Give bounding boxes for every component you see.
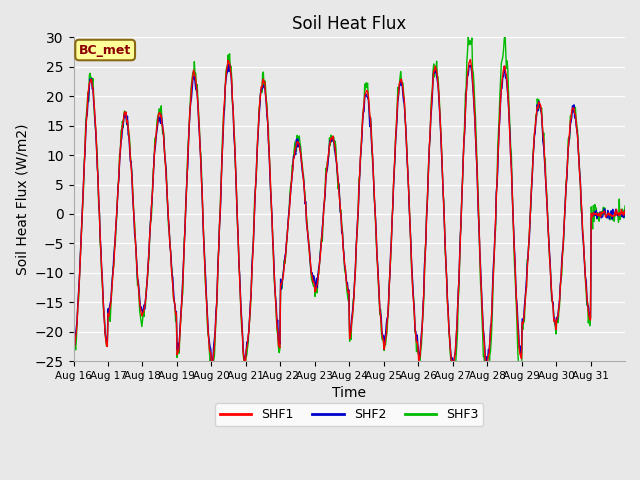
- SHF3: [483, 393, 491, 399]
- Line: SHF1: SHF1: [74, 60, 625, 371]
- SHF2: [407, 237, 415, 242]
- SHF3: [70, 344, 77, 350]
- SHF3: [263, 101, 271, 107]
- SHF3: [501, 28, 509, 34]
- SHF3: [406, 224, 414, 230]
- Title: Soil Heat Flux: Soil Heat Flux: [292, 15, 406, 33]
- Y-axis label: Soil Heat Flux (W/m2): Soil Heat Flux (W/m2): [15, 123, 29, 275]
- SHF3: [621, 203, 629, 209]
- SHF1: [263, 108, 271, 113]
- SHF2: [134, 277, 142, 283]
- SHF2: [237, 289, 244, 295]
- SHF2: [438, 153, 445, 159]
- SHF1: [134, 283, 142, 288]
- SHF2: [621, 207, 629, 213]
- X-axis label: Time: Time: [332, 386, 366, 400]
- SHF1: [406, 223, 414, 228]
- Legend: SHF1, SHF2, SHF3: SHF1, SHF2, SHF3: [215, 403, 483, 426]
- SHF3: [134, 279, 142, 285]
- SHF3: [437, 132, 445, 138]
- Line: SHF2: SHF2: [74, 64, 625, 369]
- SHF1: [236, 275, 243, 280]
- SHF1: [621, 208, 629, 214]
- SHF2: [483, 366, 491, 372]
- Line: SHF3: SHF3: [74, 31, 625, 396]
- SHF2: [70, 337, 77, 343]
- SHF1: [437, 132, 445, 138]
- SHF3: [236, 273, 243, 279]
- SHF2: [264, 120, 271, 125]
- SHF1: [467, 57, 474, 62]
- SHF3: [284, 224, 292, 229]
- SHF1: [483, 368, 491, 374]
- SHF2: [226, 61, 234, 67]
- SHF2: [285, 213, 292, 219]
- Text: BC_met: BC_met: [79, 44, 131, 57]
- SHF1: [284, 225, 292, 230]
- SHF1: [70, 346, 77, 351]
